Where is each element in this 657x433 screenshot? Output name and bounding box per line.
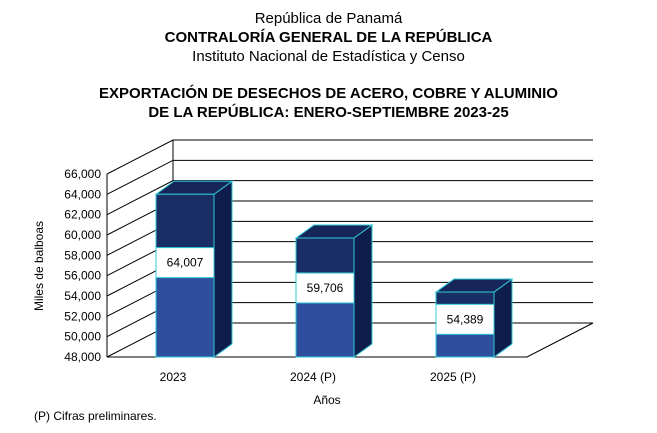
bar-front-lower bbox=[156, 262, 214, 357]
y-tick-label: 62,000 bbox=[64, 208, 101, 222]
bar-side bbox=[353, 224, 373, 358]
y-tick-label: 56,000 bbox=[64, 269, 101, 283]
y-tick-label: 52,000 bbox=[64, 309, 101, 323]
gridline bbox=[106, 139, 593, 175]
x-axis-label: Años bbox=[313, 393, 340, 407]
data-label: 54,389 bbox=[447, 312, 484, 326]
x-tick-label: 2024 (P) bbox=[290, 370, 336, 384]
footnote: (P) Cifras preliminares. bbox=[34, 409, 157, 423]
data-label-box bbox=[435, 303, 495, 335]
y-tick-label: 66,000 bbox=[64, 167, 101, 181]
bar-side bbox=[213, 180, 233, 358]
header-subinstitution: Instituto Nacional de Estadística y Cens… bbox=[192, 48, 465, 65]
x-axis-line bbox=[107, 322, 594, 358]
y-tick-label: 60,000 bbox=[64, 228, 101, 242]
x-tick-label: 2025 (P) bbox=[430, 370, 476, 384]
chart-title-line-1: EXPORTACIÓN DE DESECHOS DE ACERO, COBRE … bbox=[99, 85, 558, 102]
y-axis-label: Miles de balboas bbox=[32, 221, 46, 311]
y-tick-label: 48,000 bbox=[64, 350, 101, 364]
y-tick-label: 58,000 bbox=[64, 248, 101, 262]
data-label: 64,007 bbox=[167, 256, 204, 270]
y-tick-label: 64,000 bbox=[64, 187, 101, 201]
data-label: 59,706 bbox=[307, 281, 344, 295]
y-tick-label: 54,000 bbox=[64, 289, 101, 303]
header-country: República de Panamá bbox=[254, 10, 403, 27]
chart-title-line-2: DE LA REPÚBLICA: ENERO-SEPTIEMBRE 2023-2… bbox=[148, 104, 509, 121]
bar-side bbox=[493, 278, 513, 358]
data-label-box bbox=[295, 272, 355, 304]
x-tick-label: 2023 bbox=[160, 370, 187, 384]
data-label-box bbox=[155, 247, 215, 279]
header-institution: CONTRALORÍA GENERAL DE LA REPÚBLICA bbox=[164, 29, 493, 46]
y-tick-label: 50,000 bbox=[64, 330, 101, 344]
